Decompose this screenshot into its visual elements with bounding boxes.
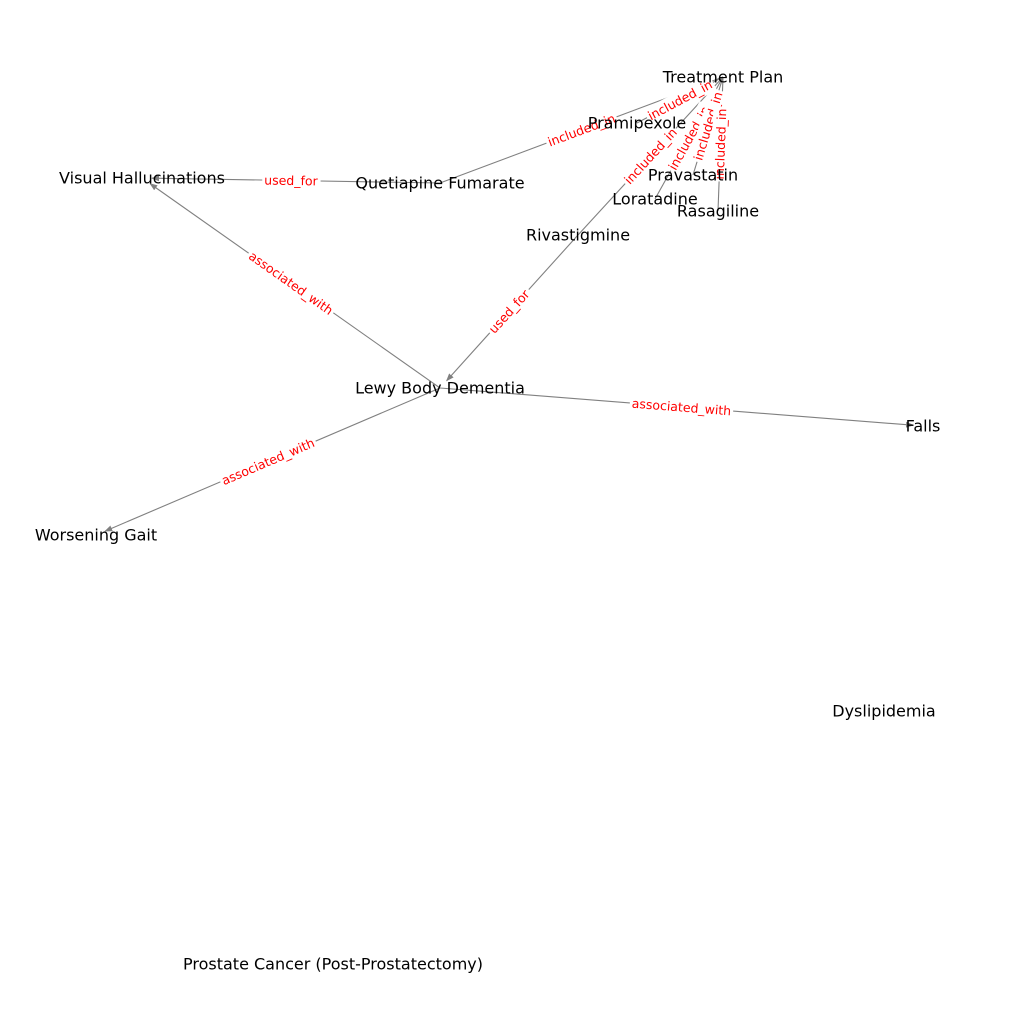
node-lewy-body-dementia: Lewy Body Dementia <box>355 379 525 398</box>
edge-label: associated_with <box>219 435 317 488</box>
node-visual-hallucinations: Visual Hallucinations <box>59 169 225 188</box>
edge-label: included_in <box>712 108 730 179</box>
node-rivastigmine: Rivastigmine <box>526 226 630 245</box>
edge-label-background <box>543 108 620 152</box>
edge-label: used_for <box>486 286 534 336</box>
edge-label-group: associated_with <box>243 246 339 320</box>
edge-label-background <box>483 283 536 339</box>
edge-label-group: used_for <box>262 171 321 190</box>
edge-label-group: associated_with <box>629 394 734 420</box>
node-pravastatin: Pravastatin <box>648 166 738 185</box>
node-worsening-gait: Worsening Gait <box>35 526 157 545</box>
node-prostate-cancer: Prostate Cancer (Post-Prostatectomy) <box>183 955 483 974</box>
edge-label-background <box>710 106 731 182</box>
node-treatment-plan: Treatment Plan <box>662 68 784 87</box>
node-pramipexole: Pramipexole <box>588 114 687 133</box>
edge-label-background <box>629 394 734 420</box>
edge-label-background <box>262 171 321 190</box>
node-quetiapine: Quetiapine Fumarate <box>355 174 524 193</box>
node-dyslipidemia: Dyslipidemia <box>832 702 935 721</box>
edge-label-background <box>243 246 339 320</box>
node-loratadine: Loratadine <box>612 190 697 209</box>
nodes-layer: Treatment Plan Pramipexole Visual Hallucin… <box>35 68 941 974</box>
edge-label-group: included_in <box>710 106 731 182</box>
edge-label-background <box>618 122 683 190</box>
edge-label: used_for <box>264 173 319 189</box>
node-rasagiline: Rasagiline <box>677 202 759 221</box>
edge-label-background <box>217 433 319 490</box>
edge-label-group: associated_with <box>217 433 319 490</box>
edge-labels-layer: included_inincluded_inincluded_ininclude… <box>217 74 734 490</box>
node-falls: Falls <box>906 417 941 436</box>
edge-label-background <box>642 74 718 126</box>
edge-label-group: used_for <box>483 283 536 339</box>
edge-label: associated_with <box>246 248 336 318</box>
